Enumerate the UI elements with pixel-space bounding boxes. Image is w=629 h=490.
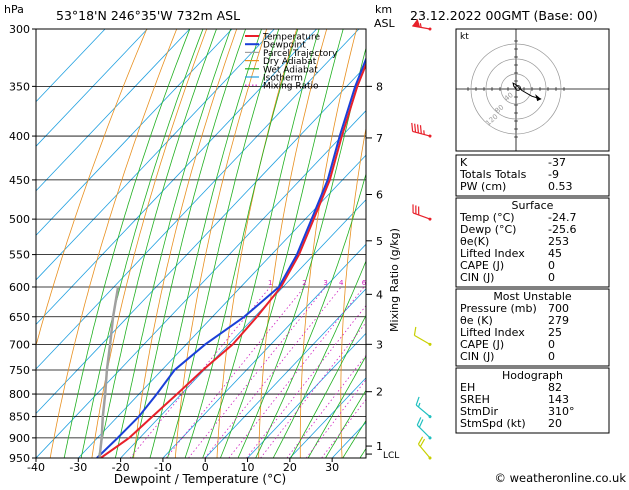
height-unit-asl: ASL [374,17,396,30]
wind-barb-dot [428,134,432,138]
most-unstable-row-label: CIN (J) [460,350,494,363]
most-unstable-row-value: 0 [548,350,555,363]
legend-label: Mixing Ratio [263,82,319,92]
pressure-tick-label: 850 [9,411,30,424]
pressure-tick-label: 600 [9,281,30,294]
pressure-tick-label: 450 [9,174,30,187]
hodograph-unit-label: kt [460,32,469,42]
height-tick-label: 3 [376,338,383,351]
wind-barb-dot [428,27,431,30]
pressure-tick-label: 700 [9,338,30,351]
mixing-ratio-label: 2 [302,279,306,287]
datetime-title: 23.12.2022 00GMT (Base: 00) [410,8,598,23]
surface-row-label: CIN (J) [460,271,494,284]
height-tick-label: 1 [376,440,383,453]
wind-barb-flag [412,327,419,335]
copyright-text: © weatheronline.co.uk [494,471,626,485]
height-tick-label: 7 [376,132,383,145]
mixing-ratio-label: 1 [268,279,272,287]
pressure-axis: 3003504004505005506006507007508008509009… [9,23,36,465]
mixing-ratio-line [247,287,381,458]
pressure-tick-label: 800 [9,388,30,401]
height-tick-label: 4 [376,288,383,301]
wind-barb [414,417,437,440]
temperature-tick-label: 30 [325,461,339,474]
wind-barb-flag [413,124,418,133]
wind-barb [411,327,435,346]
wind-barb-flag [410,204,416,213]
wind-barb [415,437,437,460]
indices-row-label: PW (cm) [460,180,506,193]
wind-barb-staff [414,335,430,344]
series-line-parcel-trajectory [100,287,119,458]
wind-barb-flag [416,124,421,133]
mixing-ratio-line [306,287,437,458]
pressure-tick-label: 750 [9,364,30,377]
wind-barb-dot [428,217,432,221]
pressure-unit-label: hPa [4,3,24,16]
x-axis-label: Dewpoint / Temperature (°C) [114,472,286,486]
wind-barb [409,123,433,138]
height-unit-km: km [375,3,392,16]
indices-row-value: 0.53 [548,180,573,193]
surface-row-value: 0 [548,271,555,284]
hodograph-table-row-label: StmSpd (kt) [460,417,526,430]
wind-barb-flag [418,125,423,134]
hodograph-table-row-value: 20 [548,417,562,430]
pressure-tick-label: 900 [9,432,30,445]
mixing-ratio-line [261,287,395,458]
dry-adiabat-line [625,29,629,458]
pressure-tick-label: 550 [9,249,30,262]
temperature-tick-label: -30 [69,461,87,474]
mixing-ratio-label: 3 [323,279,327,287]
mixing-ratio-line [166,287,304,458]
wind-barb [410,204,434,221]
mixing-ratio-label: 4 [339,279,344,287]
dry-adiabat-line [418,29,447,458]
height-tick-label: 8 [376,80,383,93]
location-title: 53°18'N 246°35'W 732m ASL [56,8,240,23]
temperature-tick-label: -40 [27,461,45,474]
height-tick-label: 6 [376,189,383,202]
pressure-tick-label: 650 [9,311,30,324]
pressure-tick-label: 350 [9,80,30,93]
pressure-tick-label: 400 [9,130,30,143]
pressure-tick-label: 500 [9,213,30,226]
wind-barbs [409,18,437,460]
pressure-tick-label: 300 [9,23,30,36]
lcl-label: LCL [383,451,399,461]
mixing-ratio-axis-label: Mixing Ratio (g/kg) [388,228,401,332]
wind-barb-flag [410,123,415,132]
wind-barb [413,397,436,419]
height-tick-label: 2 [376,386,383,399]
height-tick-label: 5 [376,235,383,248]
